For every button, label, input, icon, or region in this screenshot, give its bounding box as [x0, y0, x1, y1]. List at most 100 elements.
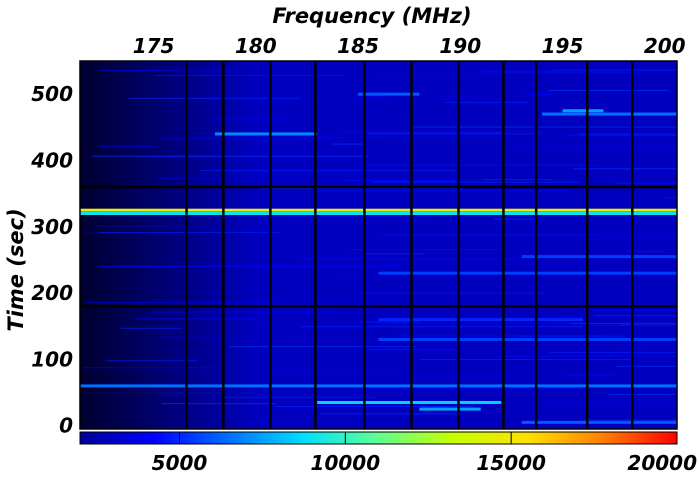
noise-streak — [128, 97, 299, 99]
blank-time-row — [80, 305, 677, 308]
colorbar-tick-label: 20000 — [627, 451, 697, 475]
noise-streak — [384, 263, 596, 265]
noise-streak — [443, 95, 469, 97]
noise-streak — [375, 114, 490, 116]
noise-streak — [567, 134, 677, 136]
noise-streak — [320, 413, 456, 415]
noise-streak — [445, 101, 529, 103]
noise-streak — [104, 215, 395, 217]
noise-streak — [619, 324, 677, 326]
noise-streak — [325, 179, 350, 181]
noise-streak — [159, 138, 343, 140]
noise-streak — [504, 145, 677, 147]
heatmap-band — [80, 208, 677, 212]
heatmap-band — [419, 407, 481, 411]
noise-streak — [332, 143, 366, 145]
heatmap-band — [317, 400, 502, 404]
noise-streak — [380, 234, 602, 236]
noise-streak — [616, 365, 677, 367]
noise-streak — [577, 133, 677, 135]
noise-streak — [304, 426, 436, 428]
noise-streak — [334, 273, 378, 275]
noise-streak — [150, 311, 339, 313]
noise-streak — [482, 71, 640, 73]
noise-streak — [634, 182, 677, 184]
colorbar-ticks: 5000 10000 15000 20000 — [152, 432, 697, 475]
noise-streak — [547, 89, 670, 91]
heatmap-band — [542, 112, 677, 116]
noise-streak — [261, 187, 464, 189]
noise-streak — [553, 324, 677, 326]
y-tick-labels: 0 100 200 300 400 500 — [30, 82, 73, 438]
noise-streak — [335, 274, 591, 276]
heatmap-band — [378, 318, 583, 322]
heatmap-band — [378, 337, 677, 341]
noise-streak — [120, 327, 182, 329]
noise-streak — [157, 177, 342, 179]
blank-channel — [502, 61, 505, 429]
heatmap-band — [214, 132, 318, 136]
y-tick-label: 0 — [59, 414, 73, 438]
plot-area — [79, 60, 678, 430]
noise-streak — [553, 69, 677, 71]
blanked-channels — [80, 61, 677, 429]
noise-streak — [225, 396, 376, 398]
noise-streak — [247, 323, 388, 325]
noise-streak — [105, 360, 198, 362]
x-tick-label: 175 — [133, 34, 175, 58]
noise-streak — [99, 69, 239, 71]
blank-channel — [534, 61, 538, 429]
heatmap-band — [521, 420, 677, 424]
noise-streak — [98, 265, 394, 267]
noise-streak — [83, 232, 345, 234]
noise-streak — [497, 203, 524, 205]
noise-streak — [237, 189, 301, 191]
blank-channel — [631, 61, 634, 429]
noise-streak — [593, 211, 677, 213]
noise-streak — [665, 197, 677, 199]
y-tick-label: 100 — [31, 347, 73, 371]
noise-streak — [286, 216, 431, 218]
noise-streak — [249, 390, 512, 392]
noise-streak — [98, 231, 281, 233]
blank-channel — [457, 61, 460, 429]
noise-streak — [557, 135, 645, 137]
noise-streak — [622, 346, 677, 348]
noise-streak — [139, 156, 332, 158]
heatmap-band — [80, 384, 677, 388]
heatmap-band — [378, 271, 677, 275]
heatmap-bands — [80, 92, 677, 424]
noise-streak — [359, 70, 596, 72]
noise-streak — [349, 248, 506, 250]
noise-streak — [336, 278, 360, 280]
y-tick-label: 300 — [31, 215, 73, 239]
noise-streak — [319, 202, 594, 204]
x-tick-label: 195 — [542, 34, 584, 58]
x-tick-label: 190 — [439, 34, 481, 58]
noise-streak — [564, 374, 616, 376]
blank-channel — [586, 61, 589, 429]
noise-streak — [336, 347, 416, 349]
colorbar-tick-label: 10000 — [311, 451, 381, 475]
noise-streak — [134, 318, 258, 320]
noise-streak — [633, 171, 677, 173]
colorbar-tick-label: 5000 — [152, 451, 208, 475]
x-tick-label: 180 — [235, 34, 277, 58]
blank-channel — [269, 61, 272, 429]
noise-streak — [599, 150, 677, 152]
noise-streak — [211, 289, 440, 291]
noise-streak — [592, 310, 677, 312]
noise-streak — [240, 422, 351, 424]
noise-streak — [593, 315, 677, 317]
noise-streak — [112, 265, 398, 267]
noise-streak — [608, 393, 677, 395]
noise-streak — [466, 67, 677, 69]
heatmap-band — [358, 92, 420, 96]
noise-streak — [318, 190, 569, 192]
noise-streak — [359, 292, 545, 294]
x-tick-labels: 175 180 185 190 195 200 — [133, 34, 686, 58]
noise-streak — [256, 147, 325, 149]
blank-time-row — [80, 185, 677, 189]
noise-streak — [460, 245, 644, 247]
noise-streak — [493, 218, 539, 220]
